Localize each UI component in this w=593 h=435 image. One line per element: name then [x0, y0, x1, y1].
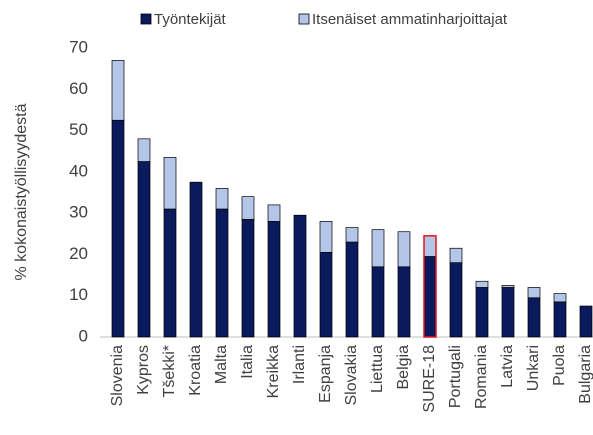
x-tick-label: Tšekki* [161, 345, 178, 397]
bar-segment [475, 287, 489, 338]
x-tick-label: Portugali [447, 345, 464, 408]
y-tick-label: 70 [69, 37, 88, 56]
y-tick-label: 0 [79, 326, 88, 345]
x-tick-label: SURE-18 [421, 345, 438, 413]
bar-segment [267, 204, 281, 222]
x-tick-label: Bulgaria [577, 345, 593, 404]
bar-segment [241, 218, 255, 338]
bar-segment [111, 119, 125, 338]
x-tick-label: Slovenia [109, 345, 126, 406]
x-tick-label: Liettua [369, 345, 386, 393]
legend-label: Työntekijät [154, 11, 227, 28]
legend-swatch [140, 13, 152, 25]
bar-segment [267, 221, 281, 338]
bar-segment [475, 280, 489, 288]
bar-segment [163, 157, 177, 210]
x-tick-label: Kroatia [187, 345, 204, 396]
bar-segment [111, 60, 125, 121]
bar-segment [319, 252, 333, 338]
bar-segment [371, 266, 385, 338]
bar-segment [397, 231, 411, 268]
x-tick-label: Puola [551, 345, 568, 386]
bar-segment [215, 188, 229, 210]
bar-segment [449, 247, 463, 264]
y-axis-label: % kokonaistyöllisyydestä [13, 103, 30, 280]
x-tick-label: Italia [239, 345, 256, 379]
bar-segment [371, 229, 385, 268]
bar-segment [189, 181, 203, 338]
legend-label: Itsenäiset ammatinharjoittajat [312, 11, 508, 28]
x-tick-label: Romania [473, 345, 490, 409]
x-tick-label: Latvia [499, 345, 516, 388]
bar-segment [527, 297, 541, 338]
bar-segment [319, 221, 333, 253]
y-tick-label: 30 [69, 203, 88, 222]
x-tick-label: Unkari [525, 345, 542, 391]
y-tick-label: 40 [69, 161, 88, 180]
highlight-outline [423, 235, 437, 338]
bar-segment [345, 227, 359, 243]
bar-segment [137, 161, 151, 338]
bar-segment [553, 293, 567, 303]
bar-segment [501, 285, 515, 288]
bar-segment [423, 256, 437, 338]
bar-segment [163, 208, 177, 338]
x-tick-label: Kreikka [265, 345, 282, 398]
bar-segment [345, 241, 359, 338]
x-tick-label: Irlanti [291, 345, 308, 384]
y-tick-label: 20 [69, 244, 88, 263]
x-tick-label: Malta [213, 345, 230, 384]
y-tick-label: 60 [69, 79, 88, 98]
x-tick-label: Slovakia [343, 345, 360, 406]
x-tick-label: Espanja [317, 345, 334, 403]
y-tick-label: 50 [69, 120, 88, 139]
bar-segment [579, 305, 593, 338]
bar-segment [137, 138, 151, 162]
x-tick-label: Belgia [395, 345, 412, 390]
bar-segment [215, 208, 229, 338]
bar-segment [553, 301, 567, 338]
legend-swatch [298, 13, 310, 25]
bar-segment [527, 287, 541, 299]
bar-segment [241, 196, 255, 220]
bar-segment [501, 287, 515, 338]
bar-segment [423, 235, 437, 257]
bar-segment [293, 214, 307, 338]
bar-segment [397, 266, 411, 338]
bar-segment [449, 262, 463, 338]
x-tick-label: Kypros [135, 345, 152, 395]
y-tick-label: 10 [69, 285, 88, 304]
